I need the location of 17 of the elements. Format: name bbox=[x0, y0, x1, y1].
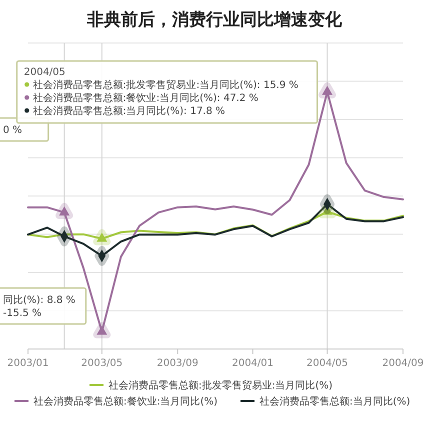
text: 社会消费品零售总额:批发零售贸易业:当月同比(%): 15.9 % bbox=[32, 79, 298, 91]
chart-title: 非典前后，消费行业同比增速变化 bbox=[86, 10, 343, 30]
x-tick-label: 2003/09 bbox=[156, 358, 198, 369]
annotation: 同比(%): 8.8 % bbox=[3, 294, 76, 306]
x-tick-label: 2003/01 bbox=[7, 358, 49, 369]
legend-label: 社会消费品零售总额:当月同比(%) bbox=[260, 396, 410, 408]
annotation: 社会消费品零售总额:当月同比(%): 17.8 % bbox=[32, 105, 226, 117]
x-tick-label: 2004/09 bbox=[382, 358, 424, 369]
annotation: -15.5 % bbox=[3, 308, 42, 319]
legend-label: 社会消费品零售总额:批发零售贸易业:当月同比(%) bbox=[108, 380, 333, 392]
x-tick-label: 2003/05 bbox=[81, 358, 123, 369]
annotation: 社会消费品零售总额:餐饮业:当月同比(%): 47.2 % bbox=[32, 92, 258, 104]
text: 2004/05 bbox=[24, 67, 66, 78]
legend-label: 社会消费品零售总额:餐饮业:当月同比(%) bbox=[34, 396, 218, 408]
text: 0 % bbox=[3, 125, 22, 136]
x-tick-label: 2004/01 bbox=[232, 358, 274, 369]
x-tick-label: 2004/05 bbox=[306, 358, 348, 369]
